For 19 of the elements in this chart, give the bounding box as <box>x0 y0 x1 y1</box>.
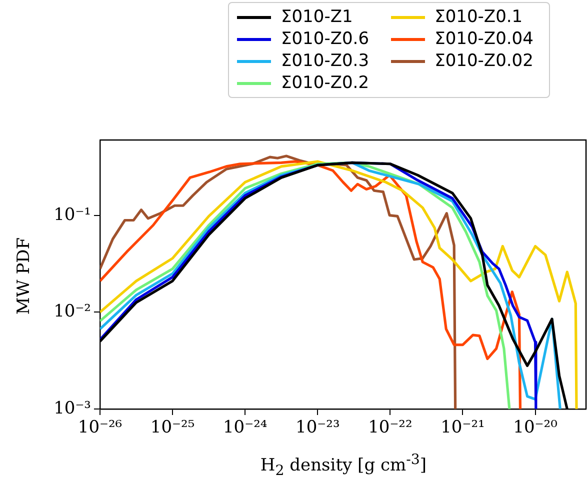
y-tick-label: 10⁻¹ <box>54 204 91 225</box>
y-axis-title: MW PDF <box>14 237 34 315</box>
legend-label: Σ010-Z0.1 <box>434 7 523 27</box>
x-axis-title: H$_{2}$ density [g cm$^{-3}$] <box>259 452 428 480</box>
x-tick-label: 10⁻²⁴ <box>222 418 268 438</box>
legend-label: Σ010-Z1 <box>281 7 353 27</box>
legend-label: Σ010-Z0.04 <box>434 29 534 49</box>
legend-label: Σ010-Z0.2 <box>281 73 370 93</box>
x-tick-label: 10⁻²⁰ <box>513 418 558 438</box>
x-tick-label: 10⁻²⁵ <box>150 418 195 438</box>
x-tick-label: 10⁻²⁶ <box>78 418 122 438</box>
x-tick-label: 10⁻²² <box>368 418 412 438</box>
legend-label: Σ010-Z0.3 <box>281 51 370 71</box>
y-tick-label: 10⁻³ <box>54 398 91 418</box>
y-tick-label: 10⁻² <box>54 302 91 322</box>
x-tick-label: 10⁻²³ <box>296 418 340 438</box>
x-tick-label: 10⁻²¹ <box>440 418 485 438</box>
legend-label: Σ010-Z0.02 <box>434 51 534 71</box>
legend-label: Σ010-Z0.6 <box>281 29 370 49</box>
